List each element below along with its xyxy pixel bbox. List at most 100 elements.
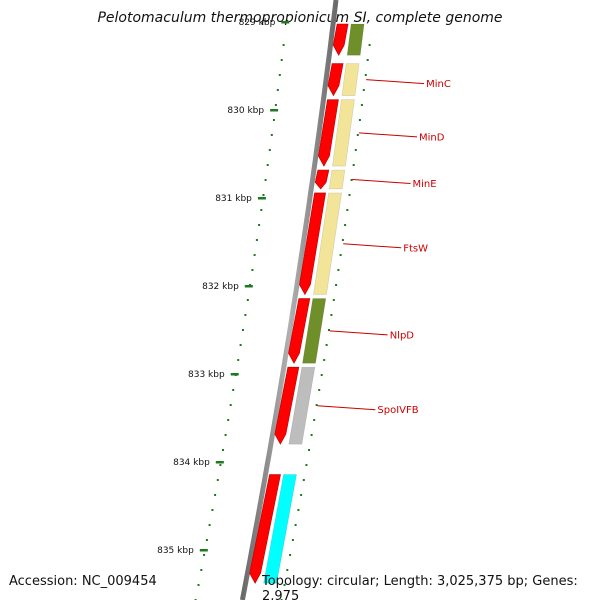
minor-tick-dot xyxy=(332,299,335,301)
minor-tick-dot xyxy=(310,434,313,436)
tick-label: 830 kbp xyxy=(227,106,264,116)
cds-arrow[interactable] xyxy=(274,366,300,445)
major-tick xyxy=(230,373,239,376)
gene-leader-line xyxy=(366,79,425,85)
topology-summary: Topology: circular; Length: 3,025,375 bp… xyxy=(262,574,578,600)
minor-tick-dot xyxy=(305,464,308,466)
minor-tick-dot xyxy=(251,269,254,271)
major-tick xyxy=(215,461,224,464)
minor-tick-dot xyxy=(286,569,289,571)
feature-block[interactable] xyxy=(288,366,316,445)
minor-tick-dot xyxy=(227,419,230,421)
minor-tick-dot xyxy=(364,74,367,76)
minor-tick-dot xyxy=(300,494,303,496)
gene-label[interactable]: MinD xyxy=(419,132,445,143)
minor-tick-dot xyxy=(350,179,353,181)
cds-arrow[interactable] xyxy=(332,23,349,56)
cds-arrow[interactable] xyxy=(249,474,281,584)
feature-block[interactable] xyxy=(263,474,297,584)
minor-tick-dot xyxy=(335,284,338,286)
gene-labels: MinC MinD MinE FtsW NlpD SpoIVFB xyxy=(317,79,451,416)
minor-tick-dot xyxy=(278,74,281,76)
minor-tick-dot xyxy=(341,239,344,241)
gene-leader-line xyxy=(317,405,376,411)
feature-block[interactable] xyxy=(332,99,355,167)
gene-label[interactable]: MinE xyxy=(413,179,437,190)
minor-tick-dot xyxy=(258,224,261,226)
minor-tick-dot xyxy=(358,119,361,121)
minor-tick-dot xyxy=(313,419,316,421)
feature-block[interactable] xyxy=(302,298,327,364)
minor-tick-dot xyxy=(266,164,269,166)
minor-tick-dot xyxy=(289,554,292,556)
cds-arrow[interactable] xyxy=(288,298,311,364)
minor-tick-dot xyxy=(320,374,323,376)
minor-tick-dot xyxy=(216,479,219,481)
backbone xyxy=(239,0,339,600)
cds-arrow[interactable] xyxy=(299,192,326,296)
minor-tick-dot xyxy=(330,314,333,316)
cds-arrow[interactable] xyxy=(327,63,344,97)
minor-tick-dot xyxy=(222,449,224,451)
tick-label: 831 kbp xyxy=(215,194,252,204)
feature-block[interactable] xyxy=(313,192,342,295)
minor-tick-dot xyxy=(283,584,286,586)
gene-label[interactable]: SpoIVFB xyxy=(377,405,418,416)
feature-block[interactable] xyxy=(328,169,346,190)
gene-leader-line xyxy=(343,243,402,249)
accession-text: Accession: NC_009454 xyxy=(9,574,157,589)
minor-tick-dot xyxy=(239,344,242,346)
minor-tick-dot xyxy=(339,254,342,256)
minor-tick-dot xyxy=(219,464,222,466)
cds-arrow[interactable] xyxy=(314,169,330,190)
major-tick xyxy=(257,197,266,200)
minor-tick-dot xyxy=(297,509,300,511)
feature-block[interactable] xyxy=(341,63,360,96)
minor-tick-dot xyxy=(280,59,283,61)
gene-label[interactable]: NlpD xyxy=(390,330,415,341)
minor-tick-dot xyxy=(318,389,321,391)
backbone-line xyxy=(239,0,339,600)
minor-tick-dot xyxy=(203,554,206,556)
minor-tick-dot xyxy=(352,164,355,166)
minor-tick-dot xyxy=(291,539,294,541)
minor-tick-dot xyxy=(262,194,265,196)
minor-tick-dot xyxy=(224,434,227,436)
minor-tick-dot xyxy=(348,194,351,196)
tick-label: 834 kbp xyxy=(173,458,210,468)
gene-label[interactable]: FtsW xyxy=(403,243,428,254)
minor-tick-dot xyxy=(242,329,244,331)
minor-tick-dot xyxy=(337,269,340,271)
minor-tick-dot xyxy=(272,119,275,121)
minor-tick-dot xyxy=(268,149,271,151)
feature-block[interactable] xyxy=(346,23,365,56)
minor-tick-dot xyxy=(294,524,297,526)
kbp-axis: 829 kbp 830 kbp 831 kbp 832 kbp 833 kbp 834 k… xyxy=(157,18,371,600)
minor-tick-dot xyxy=(362,89,365,91)
minor-tick-dot xyxy=(274,104,277,106)
minor-tick-dot xyxy=(356,134,359,136)
minor-tick-dot xyxy=(246,299,249,301)
minor-tick-dot xyxy=(255,239,258,241)
minor-tick-dot xyxy=(354,149,357,151)
gene-label[interactable]: MinC xyxy=(426,79,451,90)
cds-arrow[interactable] xyxy=(318,99,339,167)
minor-tick-dot xyxy=(276,89,279,91)
minor-tick-dot xyxy=(229,404,232,406)
minor-tick-dot xyxy=(323,359,326,361)
minor-tick-dot xyxy=(197,584,200,586)
tick-label: 833 kbp xyxy=(188,370,225,380)
minor-tick-dot xyxy=(344,224,347,226)
gene-leader-line xyxy=(329,330,388,336)
minor-tick-dot xyxy=(282,44,285,46)
minor-tick-dot xyxy=(237,359,240,361)
major-tick xyxy=(270,109,279,112)
minor-tick-dot xyxy=(208,524,211,526)
gene-tracks xyxy=(249,23,365,584)
gene-leader-line xyxy=(358,132,418,138)
map-title: Pelotomaculum thermopropionicum SI, comp… xyxy=(97,10,503,26)
minor-tick-dot xyxy=(368,44,371,46)
major-tick xyxy=(199,549,208,552)
minor-tick-dot xyxy=(328,329,330,331)
